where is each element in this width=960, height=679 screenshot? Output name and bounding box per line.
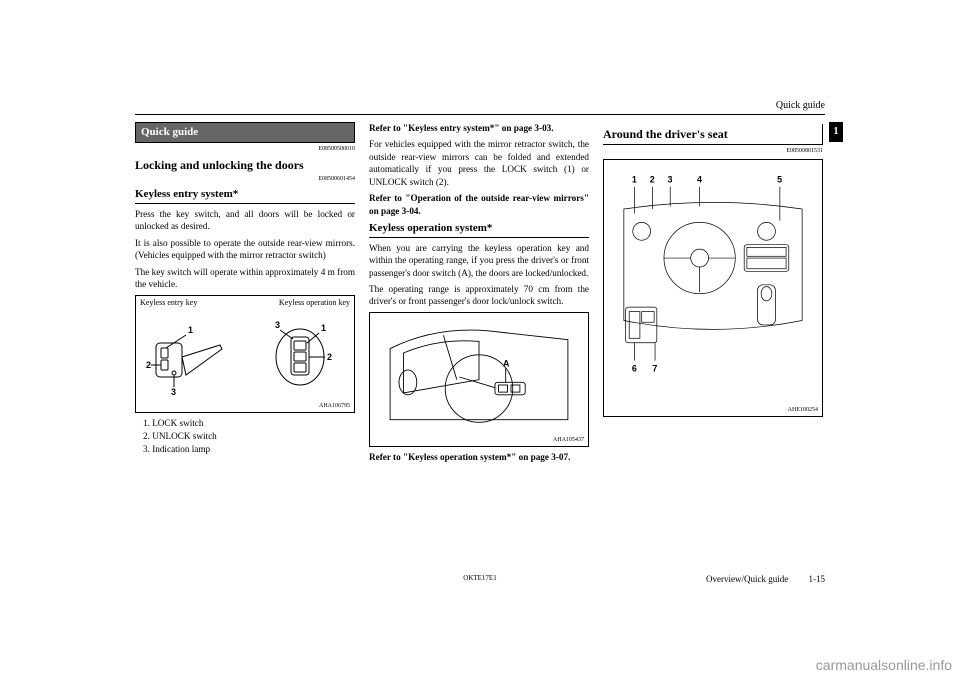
svg-text:2: 2: [146, 360, 151, 370]
svg-text:7: 7: [652, 364, 657, 374]
body-text: The key switch will operate within appro…: [135, 266, 355, 291]
heading-locking: Locking and unlocking the doors: [135, 157, 355, 173]
svg-text:3: 3: [171, 387, 176, 395]
doc-code: E08500601454: [135, 175, 355, 183]
column-1: Quick guide E08500500010 Locking and unl…: [135, 122, 355, 467]
top-rule: [135, 114, 825, 115]
figure-door-switch: A AHA105437: [369, 312, 589, 447]
dashboard-svg: 1 2 3 4 5 6 7: [604, 160, 822, 390]
legend-item: 1. LOCK switch: [143, 417, 355, 429]
manual-page: Quick guide 1 Quick guide E08500500010 L…: [135, 100, 825, 590]
body-text: Refer to "Keyless operation system*" on …: [369, 451, 589, 463]
body-text: Press the key switch, and all doors will…: [135, 208, 355, 233]
page-number: 1-15: [809, 574, 826, 584]
chapter-tab: 1: [829, 122, 843, 142]
page-footer: OKTE17E1 Overview/Quick guide 1-15: [135, 574, 825, 590]
svg-text:3: 3: [275, 320, 280, 330]
svg-text:4: 4: [697, 175, 702, 185]
fig-label-right: Keyless operation key: [279, 298, 350, 309]
svg-text:3: 3: [668, 175, 673, 185]
column-2: Refer to "Keyless entry system*" on page…: [369, 122, 589, 467]
watermark: carmanualsonline.info: [816, 657, 952, 673]
svg-text:1: 1: [321, 323, 326, 333]
legend-item: 3. Indication lamp: [143, 443, 355, 455]
key-entry-svg: 1 2 3: [146, 315, 236, 395]
body-text: Refer to "Operation of the outside rear-…: [369, 192, 589, 217]
legend-item: 2. UNLOCK switch: [143, 430, 355, 442]
svg-text:2: 2: [650, 175, 655, 185]
body-text: Refer to "Keyless entry system*" on page…: [369, 122, 589, 134]
heading-keyless-entry: Keyless entry system*: [135, 187, 355, 204]
figure-id: AHE100254: [788, 406, 818, 414]
heading-drivers-seat: Around the driver's seat: [603, 124, 823, 145]
figure-id: AHA105437: [553, 436, 584, 444]
svg-text:5: 5: [777, 175, 782, 185]
figure-id: AHA106795: [319, 402, 350, 410]
footer-section-name: Overview/Quick guide: [706, 574, 788, 584]
fig-label-left: Keyless entry key: [140, 298, 197, 309]
body-text: It is also possible to operate the outsi…: [135, 237, 355, 262]
key-operation-svg: 3 1 2: [255, 315, 345, 395]
svg-text:1: 1: [632, 175, 637, 185]
quick-guide-title-box: Quick guide: [135, 122, 355, 143]
footer-code: OKTE17E1: [463, 574, 496, 582]
body-text: For vehicles equipped with the mirror re…: [369, 138, 589, 188]
doc-code: E08500500010: [135, 145, 355, 153]
column-3: Around the driver's seat E08500801531: [603, 122, 823, 467]
figure-keys: Keyless entry key Keyless operation key: [135, 295, 355, 413]
svg-text:1: 1: [188, 325, 193, 335]
heading-keyless-operation: Keyless operation system*: [369, 221, 589, 238]
door-switch-svg: A: [370, 313, 588, 433]
content-columns: Quick guide E08500500010 Locking and unl…: [135, 122, 825, 467]
body-text: The operating range is approximately 70 …: [369, 283, 589, 308]
legend-list: 1. LOCK switch 2. UNLOCK switch 3. Indic…: [143, 417, 355, 456]
body-text: When you are carrying the keyless operat…: [369, 242, 589, 279]
svg-text:6: 6: [632, 364, 637, 374]
svg-text:A: A: [503, 358, 510, 368]
footer-right: Overview/Quick guide 1-15: [706, 574, 825, 584]
svg-text:2: 2: [327, 352, 332, 362]
doc-code: E08500801531: [603, 147, 823, 155]
header-section: Quick guide: [776, 100, 825, 111]
figure-dashboard: 1 2 3 4 5 6 7 AHE100254: [603, 159, 823, 417]
